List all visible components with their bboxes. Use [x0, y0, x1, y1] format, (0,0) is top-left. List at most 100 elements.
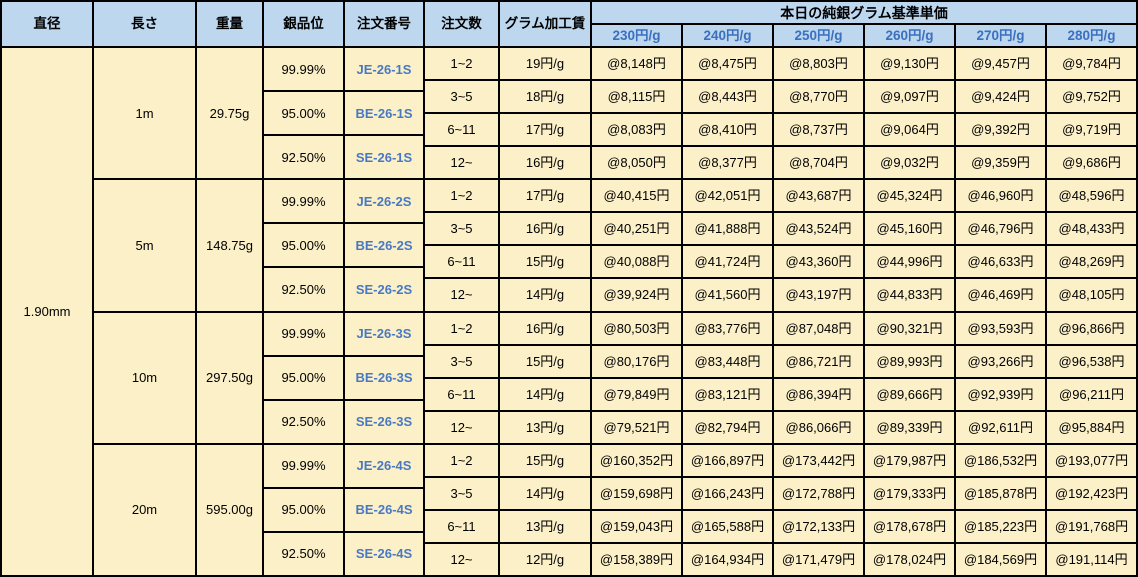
price-cell: @186,532円 [956, 444, 1045, 476]
price-cell: @9,784円 [1047, 48, 1136, 80]
length-cell: 5m [94, 180, 195, 311]
weight-cell: 29.75g [197, 48, 262, 179]
header-price-col: 260円/g [865, 25, 954, 46]
price-cell: @96,211円 [1047, 378, 1136, 410]
order-qty-cell: 12~ [425, 411, 498, 443]
price-cell: @80,176円 [592, 345, 681, 377]
order-qty-cell: 3~5 [425, 345, 498, 377]
price-cell: @185,878円 [956, 477, 1045, 509]
order-qty-cell: 3~5 [425, 477, 498, 509]
purity-cell: 99.99% [264, 48, 343, 91]
purity-cell: 92.50% [264, 400, 343, 443]
price-cell: @8,083円 [592, 114, 681, 146]
price-cell: @93,266円 [956, 345, 1045, 377]
price-cell: @8,443円 [683, 81, 772, 113]
header-price-col: 240円/g [683, 25, 772, 46]
price-cell: @178,678円 [865, 510, 954, 542]
price-cell: @39,924円 [592, 279, 681, 311]
price-cell: @9,064円 [865, 114, 954, 146]
gram-fee-cell: 19円/g [500, 48, 590, 80]
price-cell: @178,024円 [865, 543, 954, 575]
price-cell: @179,333円 [865, 477, 954, 509]
purity-cell: 95.00% [264, 92, 343, 135]
header-diameter: 直径 [2, 2, 92, 46]
gram-fee-cell: 13円/g [500, 411, 590, 443]
gram-fee-cell: 14円/g [500, 279, 590, 311]
price-cell: @40,251円 [592, 213, 681, 245]
order-no-cell: SE-26-2S [345, 268, 423, 311]
order-no-cell: JE-26-4S [345, 444, 423, 487]
gram-fee-cell: 17円/g [500, 114, 590, 146]
order-no-cell: JE-26-1S [345, 48, 423, 91]
price-cell: @41,560円 [683, 279, 772, 311]
purity-cell: 95.00% [264, 488, 343, 531]
price-cell: @179,987円 [865, 444, 954, 476]
price-cell: @48,596円 [1047, 180, 1136, 212]
price-cell: @9,359円 [956, 147, 1045, 179]
price-cell: @8,770円 [774, 81, 863, 113]
header-price-col: 250円/g [774, 25, 863, 46]
price-cell: @90,321円 [865, 312, 954, 344]
price-cell: @192,423円 [1047, 477, 1136, 509]
gram-fee-cell: 14円/g [500, 477, 590, 509]
price-cell: @191,768円 [1047, 510, 1136, 542]
price-cell: @92,939円 [956, 378, 1045, 410]
price-cell: @8,148円 [592, 48, 681, 80]
header-price-col: 270円/g [956, 25, 1045, 46]
header-price-col: 230円/g [592, 25, 681, 46]
price-cell: @89,666円 [865, 378, 954, 410]
price-cell: @44,996円 [865, 246, 954, 278]
price-cell: @46,796円 [956, 213, 1045, 245]
order-no-cell: JE-26-3S [345, 312, 423, 355]
price-cell: @185,223円 [956, 510, 1045, 542]
price-cell: @159,698円 [592, 477, 681, 509]
order-qty-cell: 6~11 [425, 246, 498, 278]
purity-cell: 99.99% [264, 444, 343, 487]
purity-cell: 92.50% [264, 136, 343, 179]
order-no-cell: SE-26-1S [345, 136, 423, 179]
gram-fee-cell: 16円/g [500, 213, 590, 245]
order-qty-cell: 6~11 [425, 510, 498, 542]
price-cell: @44,833円 [865, 279, 954, 311]
price-cell: @45,160円 [865, 213, 954, 245]
price-cell: @8,377円 [683, 147, 772, 179]
purity-cell: 92.50% [264, 532, 343, 575]
price-cell: @83,448円 [683, 345, 772, 377]
price-cell: @86,066円 [774, 411, 863, 443]
price-cell: @159,043円 [592, 510, 681, 542]
price-cell: @93,593円 [956, 312, 1045, 344]
price-cell: @48,269円 [1047, 246, 1136, 278]
price-cell: @9,719円 [1047, 114, 1136, 146]
order-no-cell: BE-26-3S [345, 356, 423, 399]
price-cell: @172,788円 [774, 477, 863, 509]
gram-fee-cell: 14円/g [500, 378, 590, 410]
price-cell: @46,960円 [956, 180, 1045, 212]
price-cell: @166,243円 [683, 477, 772, 509]
gram-fee-cell: 16円/g [500, 312, 590, 344]
order-qty-cell: 1~2 [425, 48, 498, 80]
header-gram-fee: グラム加工賃 [500, 2, 590, 46]
price-cell: @95,884円 [1047, 411, 1136, 443]
order-no-cell: SE-26-4S [345, 532, 423, 575]
price-cell: @83,776円 [683, 312, 772, 344]
price-cell: @89,339円 [865, 411, 954, 443]
price-cell: @89,993円 [865, 345, 954, 377]
price-cell: @43,524円 [774, 213, 863, 245]
order-no-cell: BE-26-2S [345, 224, 423, 267]
gram-fee-cell: 12円/g [500, 543, 590, 575]
price-cell: @41,888円 [683, 213, 772, 245]
price-cell: @9,097円 [865, 81, 954, 113]
price-cell: @8,050円 [592, 147, 681, 179]
order-no-cell: JE-26-2S [345, 180, 423, 223]
price-cell: @80,503円 [592, 312, 681, 344]
order-qty-cell: 12~ [425, 543, 498, 575]
header-weight: 重量 [197, 2, 262, 46]
price-cell: @173,442円 [774, 444, 863, 476]
order-no-cell: SE-26-3S [345, 400, 423, 443]
price-cell: @86,721円 [774, 345, 863, 377]
weight-cell: 148.75g [197, 180, 262, 311]
price-cell: @191,114円 [1047, 543, 1136, 575]
header-length: 長さ [94, 2, 195, 46]
weight-cell: 595.00g [197, 444, 262, 575]
